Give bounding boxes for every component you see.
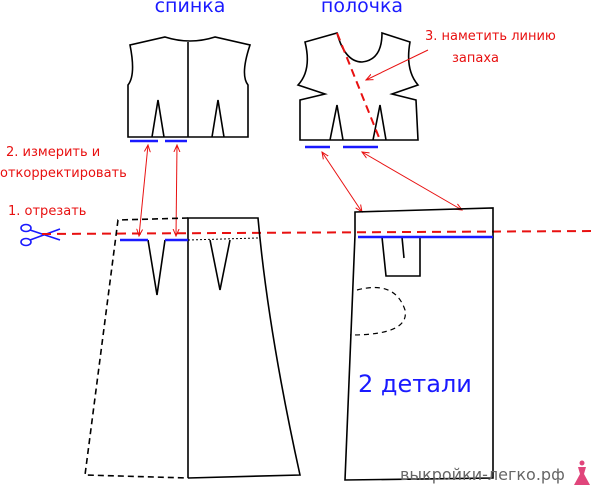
back-bodice <box>127 36 252 143</box>
scissors-icon <box>20 223 61 247</box>
dress-icon <box>574 460 590 485</box>
watermark: выкройки-легко.рф <box>400 465 565 484</box>
step3-line2: запаха <box>452 51 499 66</box>
step2-line1: 2. измерить и <box>6 145 100 160</box>
cut-line <box>41 230 596 235</box>
front-title: полочка <box>321 0 403 17</box>
step3-line1: 3. наметить линию <box>425 29 556 44</box>
step2-line2: откорректировать <box>0 166 127 181</box>
back-skirt <box>84 217 301 479</box>
step1: 1. отрезать <box>8 204 86 219</box>
front-skirt <box>344 207 494 481</box>
front-bodice <box>296 31 420 149</box>
note: 2 детали <box>358 370 472 398</box>
back-title: спинка <box>155 0 226 17</box>
